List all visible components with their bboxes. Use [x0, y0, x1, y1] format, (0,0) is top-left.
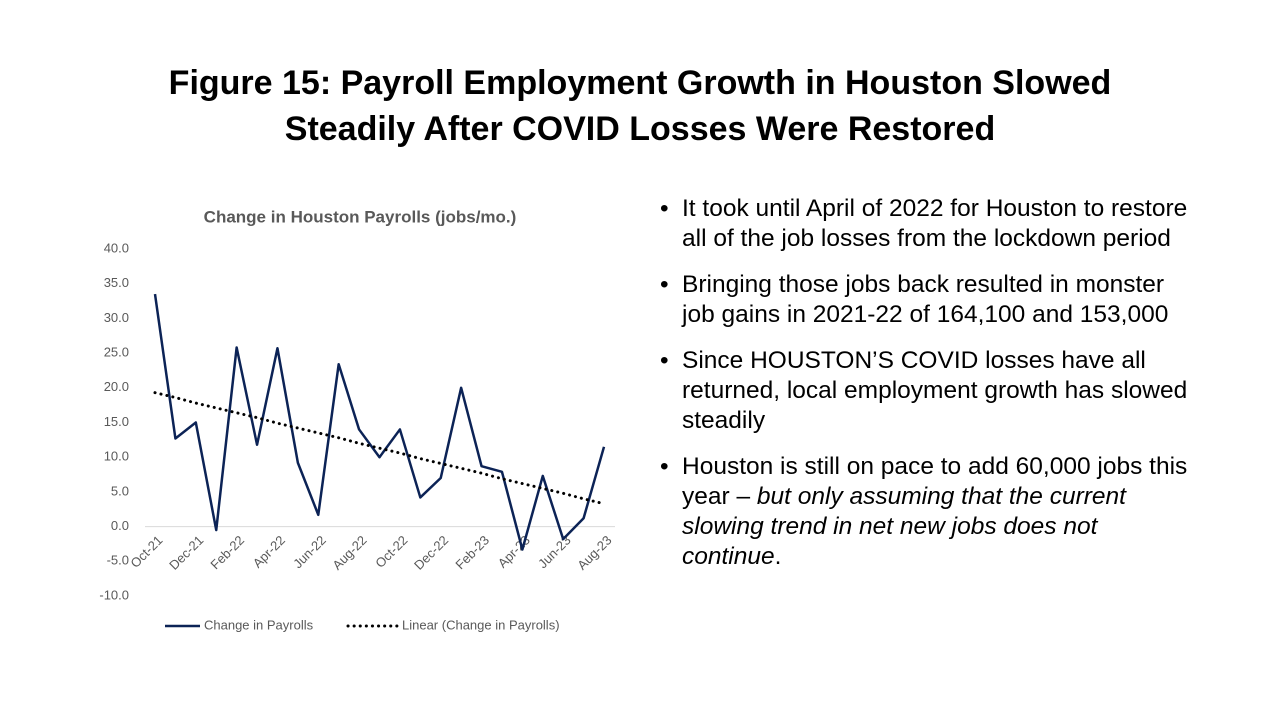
y-tick-label: 35.0: [104, 275, 129, 290]
bullet-text: It took until April of 2022 for Houston …: [682, 195, 1188, 252]
x-tick-label: Aug-23: [574, 533, 614, 573]
bullet: Bringing those jobs back resulted in mon…: [660, 270, 1200, 330]
x-tick-label: Oct-21: [127, 533, 165, 571]
bullet-text: Houston is still on pace to add 60,000 j…: [682, 453, 1188, 510]
x-tick-label: Oct-22: [372, 533, 410, 571]
x-tick-label: Jun-22: [290, 533, 329, 572]
y-tick-label: 0.0: [111, 518, 129, 533]
y-tick-label: 10.0: [104, 449, 129, 464]
y-tick-label: 15.0: [104, 414, 129, 429]
y-tick-label: -5.0: [107, 553, 129, 568]
bullet-text: Bringing those jobs back resulted in mon…: [682, 271, 1169, 328]
bullet: It took until April of 2022 for Houston …: [660, 194, 1200, 254]
title-line: Figure 15: Payroll Employment Growth in …: [168, 64, 1112, 102]
bullet: Since HOUSTON’S COVID losses have all re…: [660, 346, 1200, 436]
bullet-text: but only assuming that the current slowi…: [682, 483, 1126, 570]
bullet-text: Since HOUSTON’S COVID losses have all re…: [682, 347, 1188, 434]
legend-item: Linear (Change in Payrolls): [346, 617, 560, 632]
y-tick-label: 20.0: [104, 379, 129, 394]
legend-item: Change in Payrolls: [165, 617, 314, 632]
x-tick-label: Dec-21: [166, 533, 206, 573]
chart: Change in Houston Payrolls (jobs/mo.) -10…: [99, 207, 615, 632]
y-tick-label: -10.0: [99, 587, 129, 602]
data-line: [153, 293, 606, 551]
bullet-list: It took until April of 2022 for Houston …: [660, 194, 1200, 588]
x-tick-label: Feb-23: [452, 533, 492, 573]
legend-label: Linear (Change in Payrolls): [402, 617, 560, 632]
x-tick-label: Jun-23: [535, 533, 574, 572]
y-tick-label: 30.0: [104, 310, 129, 325]
legend-label: Change in Payrolls: [204, 617, 314, 632]
trend-line: [153, 391, 606, 506]
x-tick-label: Apr-23: [495, 533, 533, 571]
x-tick-label: Feb-22: [207, 533, 247, 573]
x-tick-label: Dec-22: [411, 533, 451, 573]
title-line: Steadily After COVID Losses Were Restore…: [284, 110, 996, 148]
x-tick-label: Aug-22: [329, 533, 369, 573]
chart-title: Change in Houston Payrolls (jobs/mo.): [204, 207, 517, 226]
x-tick-label: Apr-22: [250, 533, 288, 571]
bullet-text: .: [774, 543, 782, 570]
y-tick-label: 25.0: [104, 345, 129, 360]
y-tick-label: 5.0: [111, 483, 129, 498]
y-tick-label: 40.0: [104, 240, 129, 255]
slide-title: Figure 15: Payroll Employment Growth in …: [0, 60, 1280, 152]
bullet: Houston is still on pace to add 60,000 j…: [660, 452, 1200, 572]
